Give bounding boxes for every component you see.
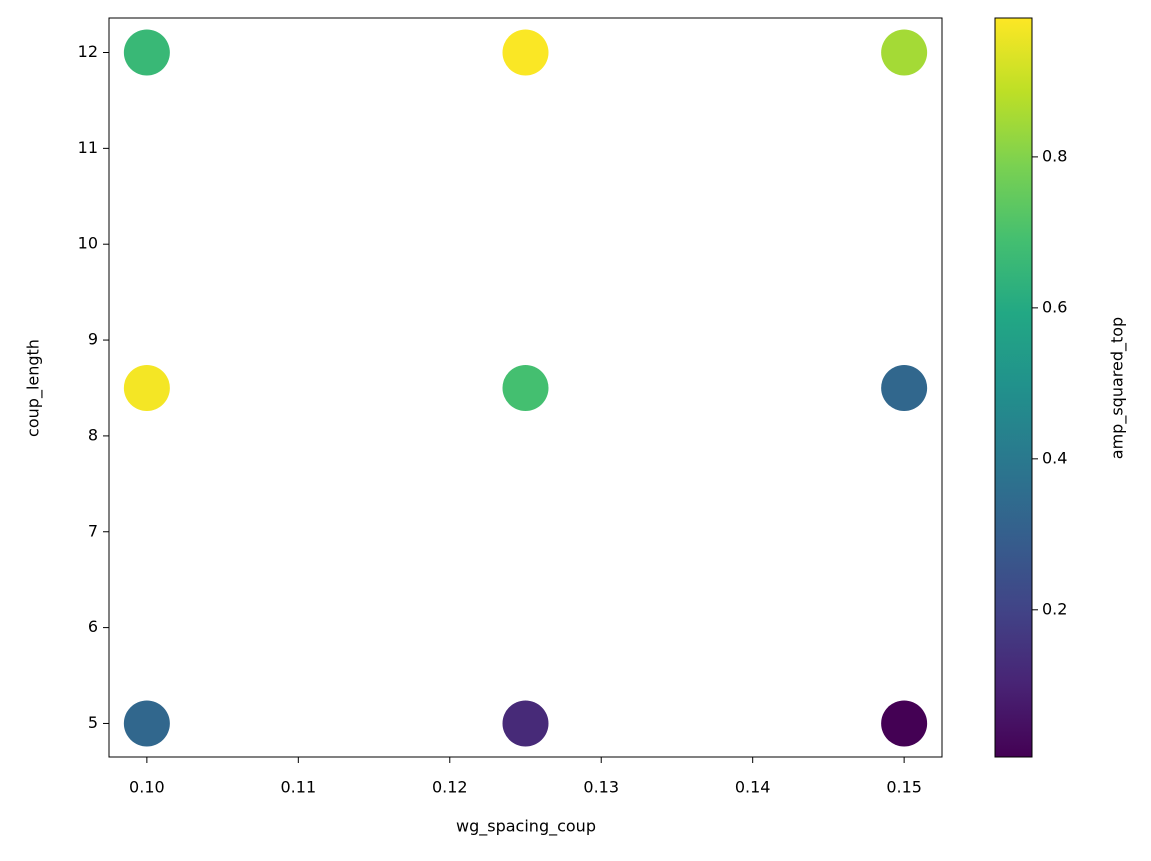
point xyxy=(881,29,928,76)
x-tick-label: 0.13 xyxy=(583,778,619,797)
y-tick-label: 10 xyxy=(78,234,98,253)
colorbar-label: amp_squared_top xyxy=(1108,317,1128,459)
x-axis-label: wg_spacing_coup xyxy=(456,817,596,837)
y-tick-label: 12 xyxy=(78,42,98,61)
point xyxy=(881,364,928,411)
y-tick-label: 11 xyxy=(78,138,98,157)
x-tick-label: 0.15 xyxy=(886,778,922,797)
x-tick-label: 0.11 xyxy=(281,778,317,797)
y-tick-label: 8 xyxy=(88,425,98,444)
colorbar-tick-label: 0.2 xyxy=(1042,599,1067,618)
point xyxy=(502,29,549,76)
point xyxy=(881,700,928,747)
point xyxy=(123,364,170,411)
colorbar-tick-label: 0.8 xyxy=(1042,146,1067,165)
plot-frame xyxy=(108,17,943,758)
y-axis-label: coup_length xyxy=(24,339,44,437)
colorbar-tick-label: 0.4 xyxy=(1042,448,1067,467)
x-tick-label: 0.14 xyxy=(735,778,771,797)
y-tick-label: 9 xyxy=(88,330,98,349)
point xyxy=(123,700,170,747)
point xyxy=(502,364,549,411)
point xyxy=(502,700,549,747)
colorbar xyxy=(994,17,1033,758)
y-tick-label: 6 xyxy=(88,617,98,636)
x-tick-label: 0.10 xyxy=(129,778,165,797)
point xyxy=(123,29,170,76)
y-tick-label: 7 xyxy=(88,521,98,540)
x-tick-label: 0.12 xyxy=(432,778,468,797)
colorbar-tick-label: 0.6 xyxy=(1042,297,1067,316)
y-tick-label: 5 xyxy=(88,713,98,732)
